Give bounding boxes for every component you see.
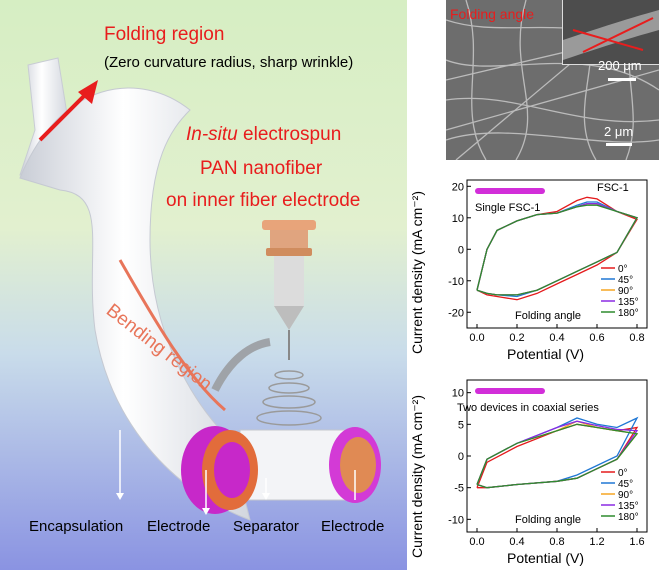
x-tick-label: 0.6 (589, 332, 604, 344)
legend-label: 180° (618, 512, 639, 523)
x-tick-label: 0.2 (509, 332, 524, 344)
chart1-inset-label: Single FSC-1 (475, 202, 541, 214)
electrospin-nozzle (262, 220, 316, 360)
legend-label: 135° (618, 297, 639, 308)
y-tick-label: 5 (458, 419, 464, 431)
cv-series-line (476, 204, 638, 296)
plot-frame (466, 179, 648, 329)
sem-inset-scalebar: 200 μm (598, 58, 642, 73)
legend-label: 90° (618, 286, 633, 297)
sem-main-scalebar: 2 μm (604, 124, 634, 139)
cv-chart-single-plot: 0.0 0.2 0.4 0.6 0.8 20 10 0 -10 -20 0°45°90°135°18… (448, 179, 648, 344)
chart1-title: FSC-1 (597, 182, 629, 194)
legend-label: 45° (618, 479, 633, 490)
electrospun-line2: PAN nanofiber (200, 158, 323, 179)
cross-section (181, 426, 381, 514)
sem-inset-label: Folding angle (450, 6, 535, 22)
folding-region-desc: (Zero curvature radius, sharp wrinkle) (104, 54, 354, 71)
cv-series-line (476, 423, 639, 489)
y-tick-label: 0 (458, 244, 464, 256)
x-tick-label: 0.8 (549, 536, 564, 548)
fold-arrow (38, 88, 92, 142)
x-tick-label: 0.4 (549, 332, 564, 344)
y-tick-label: 0 (458, 451, 464, 463)
x-tick-label: 0.8 (629, 332, 644, 344)
chart1-annotation: Folding angle (515, 310, 582, 322)
deposit-arrow (211, 338, 271, 392)
cv-chart-series: 0.0 0.4 0.8 1.2 1.6 10 5 0 -5 -10 0° 45° 90° 135° 180°… (407, 368, 659, 568)
cv-chart-series-plot: 0.0 0.4 0.8 1.2 1.6 10 5 0 -5 -10 0°45°90°135°180° (448, 379, 648, 548)
x-tick-label: 0.0 (469, 332, 484, 344)
x-tick-label: 0.4 (509, 536, 524, 548)
legend-label: 180° (618, 308, 639, 319)
legend-label: 135° (618, 501, 639, 512)
sem-inset (562, 0, 659, 65)
schematic-panel: Folding region (Zero curvature radius, s… (0, 0, 407, 570)
folded-fiber-inset (563, 10, 659, 60)
y-tick-label: -20 (448, 307, 464, 319)
folding-region-title: Folding region (104, 24, 225, 45)
x-tick-label: 0.0 (469, 536, 484, 548)
x-tick-label: 1.2 (589, 536, 604, 548)
y-tick-label: 20 (452, 181, 464, 193)
sem-main-scalebar-bar (606, 143, 632, 146)
chart2-inset-label: Two devices in coaxial series (457, 402, 599, 414)
electrospun-line1: In-situ electrospun (186, 124, 342, 145)
layer-label-separator: Separator (233, 518, 299, 535)
spiral-jet (256, 370, 322, 426)
chart1-xlabel: Potential (V) (507, 346, 585, 362)
chart1-ylabel: Current density (mA cm⁻²) (409, 191, 425, 354)
x-tick-label: 1.6 (629, 536, 644, 548)
y-tick-label: -10 (448, 514, 464, 526)
sem-image: Folding angle 200 μm 2 μm (446, 0, 659, 160)
layer-label-electrode-outer: Electrode (147, 518, 211, 535)
chart2-annotation: Folding angle (515, 514, 582, 526)
cv-chart-single: 0.0 0.2 0.4 0.6 0.8 20 10 0 -10 -20 0° 45° 90° 135° 18… (407, 168, 659, 364)
legend-label: 0° (618, 468, 628, 479)
legend-label: 0° (618, 264, 628, 275)
bending-arc (118, 259, 226, 412)
legend-label: 45° (618, 275, 633, 286)
sem-inset-scalebar-bar (608, 78, 636, 81)
bent-fiber-body (19, 87, 251, 521)
layer-label-electrode-inner: Electrode (321, 518, 385, 535)
device-sketch (475, 388, 545, 394)
legend-label: 90° (618, 490, 633, 501)
electrospun-line3: on inner fiber electrode (166, 190, 361, 211)
y-tick-label: 10 (452, 388, 464, 400)
device-sketch (475, 188, 545, 194)
y-tick-label: -5 (454, 483, 464, 495)
chart2-ylabel: Current density (mA cm⁻²) (409, 395, 425, 558)
chart2-xlabel: Potential (V) (507, 550, 585, 566)
y-tick-label: -10 (448, 276, 464, 288)
y-tick-label: 10 (452, 213, 464, 225)
fiber-schematic (19, 35, 407, 521)
layer-label-encapsulation: Encapsulation (29, 518, 124, 535)
